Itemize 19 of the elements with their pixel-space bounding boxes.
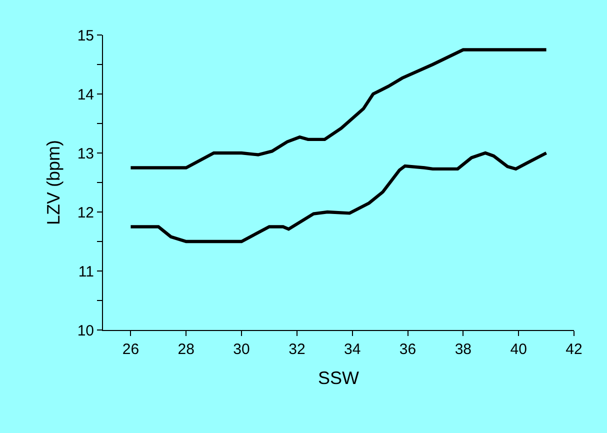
y-tick-label: 12 bbox=[77, 204, 94, 222]
x-tick-label: 26 bbox=[122, 341, 140, 358]
y-tick-label: 13 bbox=[77, 145, 94, 162]
y-tick-label: 14 bbox=[77, 86, 94, 104]
x-tick-label: 28 bbox=[178, 341, 194, 358]
x-tick-label: 42 bbox=[566, 341, 582, 358]
y-tick-label: 11 bbox=[78, 263, 94, 280]
x-tick-label: 30 bbox=[233, 341, 250, 358]
x-tick-label: 34 bbox=[344, 341, 361, 358]
x-tick-label: 40 bbox=[510, 341, 527, 358]
y-tick-label: 10 bbox=[77, 322, 94, 340]
x-tick-label: 38 bbox=[454, 341, 472, 358]
line-series bbox=[129, 151, 548, 244]
x-axis-title: SSW bbox=[318, 368, 360, 388]
line-series bbox=[129, 48, 548, 170]
x-tick-label: 36 bbox=[399, 341, 416, 358]
y-tick-label: 15 bbox=[77, 27, 94, 44]
x-tick-label: 32 bbox=[288, 341, 306, 358]
y-axis-title: LZV (bpm) bbox=[44, 140, 64, 226]
